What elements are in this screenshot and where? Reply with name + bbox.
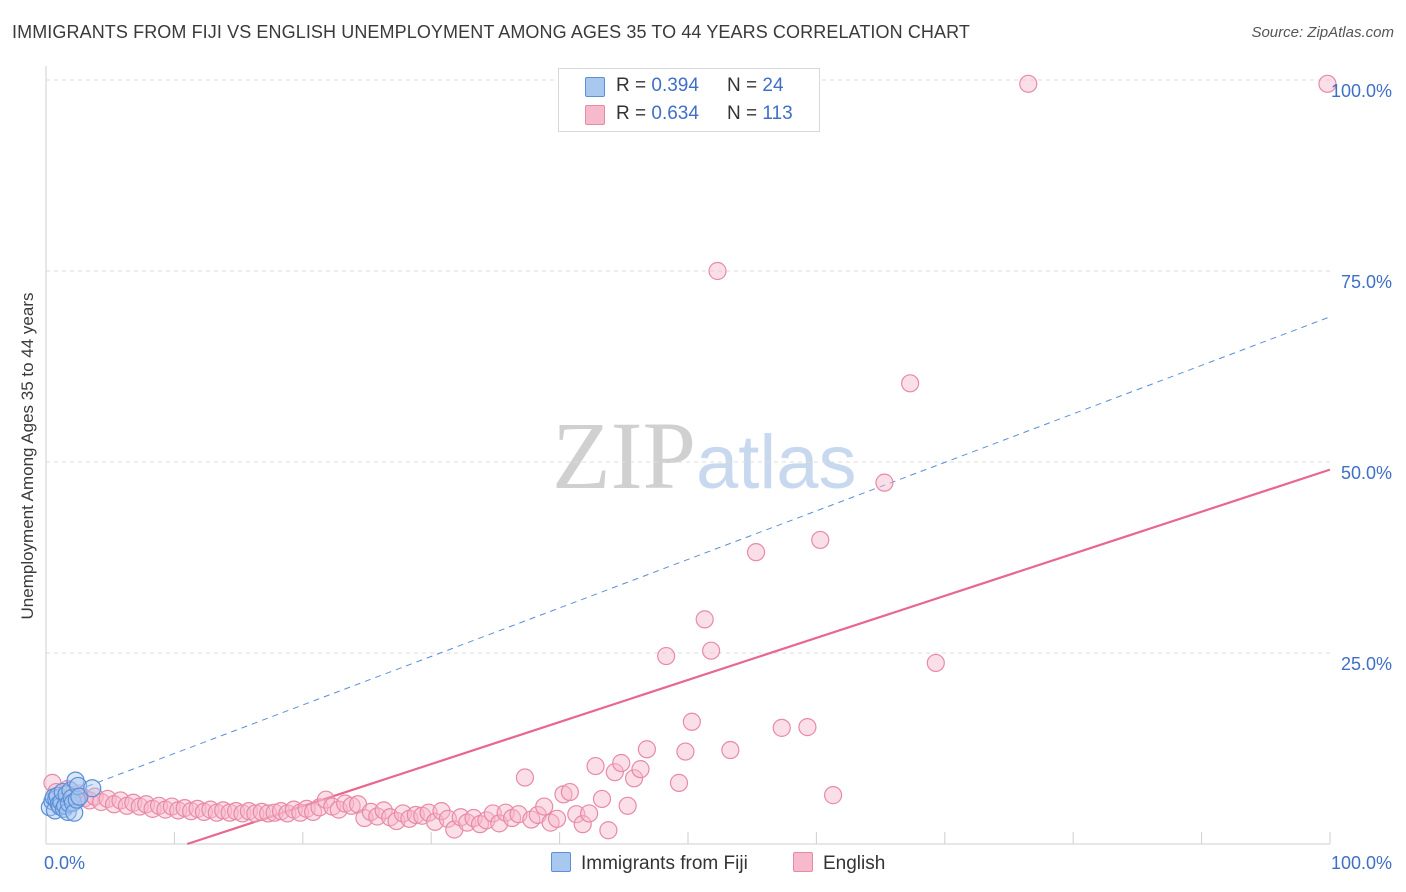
watermark-zip: ZIP bbox=[552, 402, 696, 509]
point-english bbox=[746, 543, 766, 562]
point-english bbox=[798, 718, 817, 737]
point-english bbox=[676, 742, 695, 761]
point-english bbox=[624, 769, 644, 788]
stats-legend: R = 0.394 N = 24 R = 0.634 N = 113 bbox=[558, 68, 820, 132]
point-fiji bbox=[83, 779, 102, 798]
point-english bbox=[547, 809, 567, 828]
point-english bbox=[535, 797, 554, 816]
point-english bbox=[573, 815, 592, 834]
y-tick-label: 100.0% bbox=[1331, 81, 1392, 101]
legend-row-fiji: R = 0.394 N = 24 bbox=[559, 73, 819, 101]
point-english bbox=[580, 804, 599, 823]
point-english bbox=[875, 473, 894, 492]
trendline-english bbox=[186, 468, 1331, 846]
point-english bbox=[612, 753, 631, 773]
point-english bbox=[515, 768, 535, 787]
y-tick-label: 25.0% bbox=[1341, 654, 1392, 674]
point-english bbox=[432, 802, 451, 821]
watermark: ZIPatlas bbox=[552, 400, 857, 511]
y-tick-label: 50.0% bbox=[1341, 463, 1392, 483]
bottom-legend-swatch-fiji bbox=[551, 852, 571, 872]
point-english bbox=[811, 530, 830, 550]
point-english bbox=[220, 803, 239, 822]
point-english bbox=[637, 740, 657, 759]
point-english bbox=[772, 718, 791, 737]
point-english bbox=[682, 712, 701, 731]
grid bbox=[46, 79, 1330, 654]
legend-r-english: R = 0.634 bbox=[616, 103, 699, 124]
y-tick-label: 75.0% bbox=[1341, 272, 1392, 292]
legend-r-fiji: R = 0.394 bbox=[616, 75, 699, 96]
point-english bbox=[374, 801, 393, 820]
point-english bbox=[592, 789, 612, 809]
legend-swatch-fiji bbox=[585, 77, 605, 97]
point-english bbox=[708, 261, 727, 281]
point-fiji bbox=[67, 790, 86, 809]
point-english bbox=[599, 821, 618, 840]
point-english bbox=[483, 804, 502, 823]
chart-title: IMMIGRANTS FROM FIJI VS ENGLISH UNEMPLOY… bbox=[12, 22, 970, 42]
point-english bbox=[252, 802, 271, 822]
point-english bbox=[669, 773, 689, 792]
point-english bbox=[657, 646, 676, 666]
point-english bbox=[560, 782, 579, 802]
point-english bbox=[605, 763, 624, 782]
point-english bbox=[926, 653, 945, 673]
source-label: Source: ZipAtlas.com bbox=[1251, 24, 1394, 41]
x-tick-label: 100.0% bbox=[1331, 853, 1392, 873]
x-tick-label: 0.0% bbox=[44, 853, 85, 873]
bottom-legend-english: English bbox=[793, 852, 885, 875]
legend-n-fiji: N = 24 bbox=[727, 75, 784, 96]
trendline-fiji bbox=[45, 316, 1331, 803]
point-english bbox=[586, 756, 605, 776]
point-english bbox=[1019, 74, 1038, 93]
point-english bbox=[342, 796, 361, 815]
bottom-legend-swatch-english bbox=[793, 852, 813, 872]
bottom-legend-fiji: Immigrants from Fiji bbox=[551, 852, 748, 875]
point-english bbox=[631, 760, 650, 779]
bottom-legend-label-fiji: Immigrants from Fiji bbox=[581, 853, 748, 874]
legend-swatch-english bbox=[585, 105, 605, 125]
point-english bbox=[246, 804, 265, 823]
tick-labels: 25.0% 50.0% 75.0% 100.0% 0.0% 100.0% bbox=[44, 81, 1392, 873]
point-english bbox=[721, 740, 740, 760]
point-english bbox=[702, 641, 721, 660]
point-english bbox=[310, 798, 329, 817]
point-english bbox=[695, 610, 714, 629]
point-english bbox=[567, 805, 586, 824]
legend-row-english: R = 0.634 N = 113 bbox=[559, 101, 819, 129]
point-english bbox=[823, 786, 843, 805]
point-english bbox=[618, 796, 637, 815]
bottom-legend-label-english: English bbox=[823, 853, 886, 874]
data-points bbox=[40, 74, 1337, 840]
trendlines bbox=[45, 316, 1331, 846]
point-english bbox=[265, 803, 284, 822]
legend-n-english: N = 113 bbox=[727, 103, 793, 124]
point-english bbox=[1318, 74, 1337, 93]
point-english bbox=[316, 790, 336, 809]
point-fiji bbox=[70, 787, 89, 806]
axes bbox=[45, 66, 1331, 845]
point-english bbox=[901, 374, 920, 393]
